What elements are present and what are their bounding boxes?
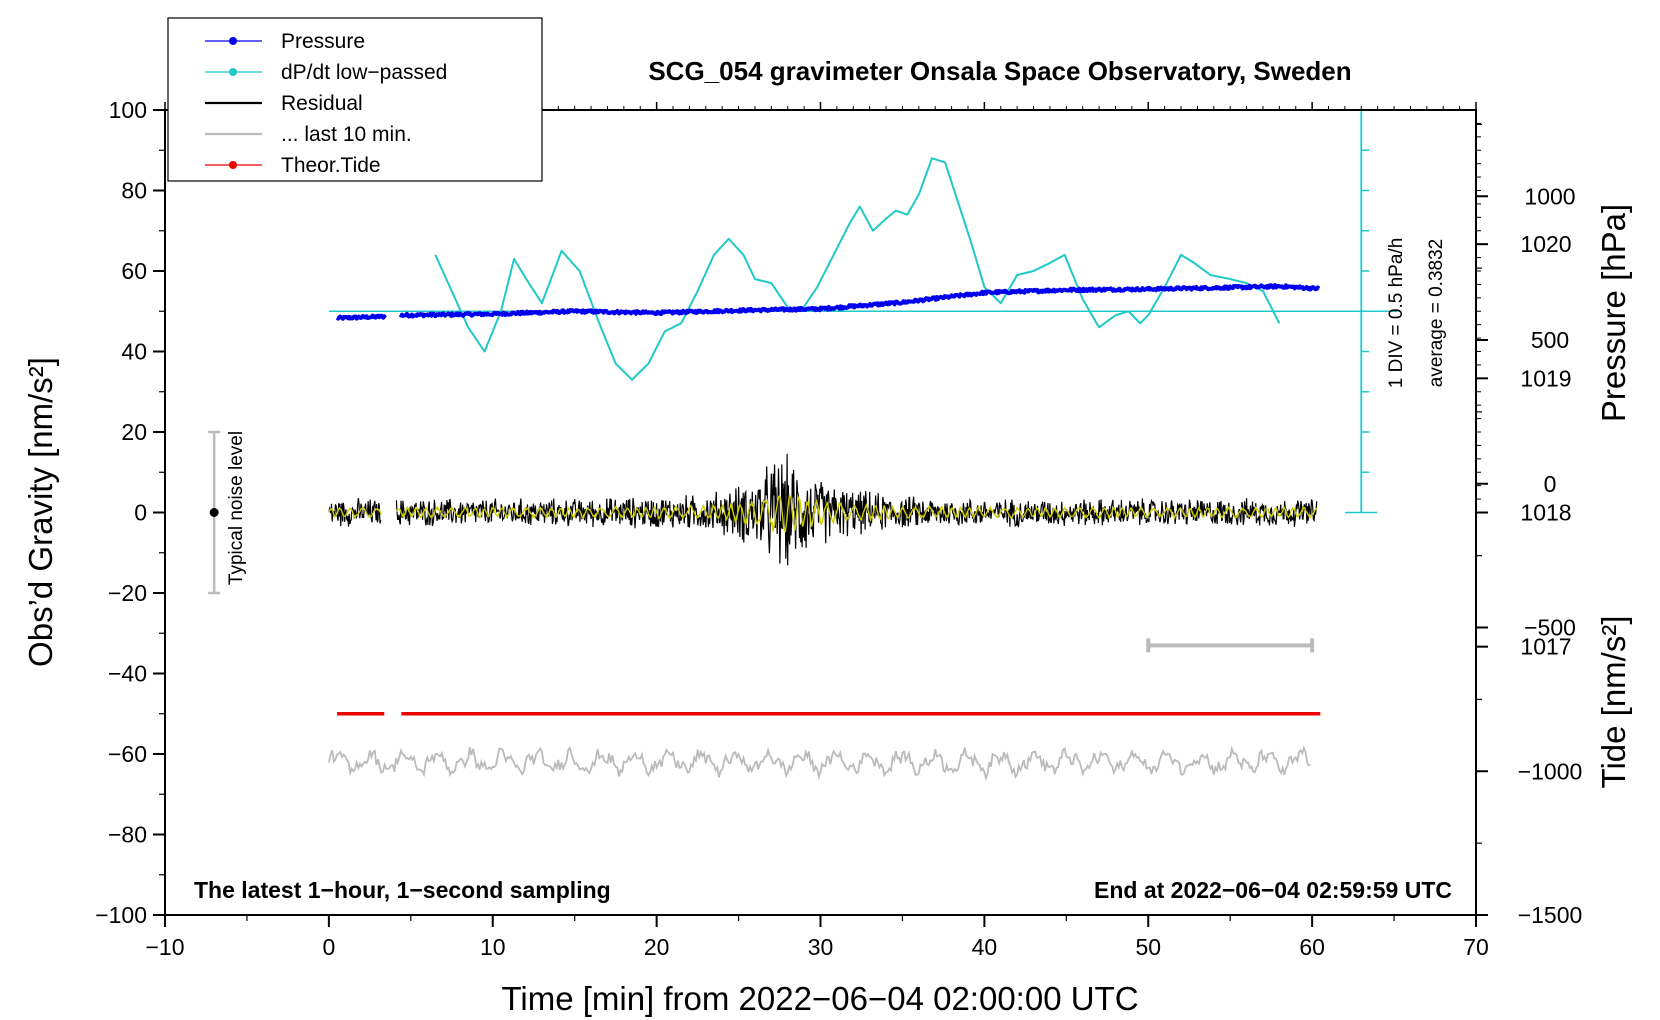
y-tick-label: 100	[109, 97, 147, 123]
legend-marks	[205, 37, 262, 169]
x-tick-label: 70	[1463, 934, 1489, 960]
x-tick-label: 0	[322, 934, 335, 960]
pressure-tick-label: 1018	[1520, 500, 1571, 526]
legend-dot	[229, 68, 237, 76]
legend-label-last10: ... last 10 min.	[281, 123, 412, 146]
noise-level-label: Typical noise level	[226, 431, 247, 585]
tide-tick-label: −1500	[1518, 902, 1583, 928]
legend: Pressure dP/dt low−passed Residual ... l…	[167, 17, 543, 182]
x-axis-label: Time [min] from 2022−06−04 02:00:00 UTC	[501, 980, 1138, 1017]
pressure-tick-label: 1020	[1520, 231, 1571, 257]
y-tick-label: 40	[121, 339, 147, 365]
y-tick-label: −20	[108, 580, 147, 606]
y-tick-label: −40	[108, 661, 147, 687]
x-tick-label: 30	[808, 934, 834, 960]
legend-label-dpdt: dP/dt low−passed	[281, 61, 447, 84]
legend-dot	[229, 161, 237, 169]
y-tick-label: −100	[95, 902, 147, 928]
y-axis-label-pressure: Pressure [hPa]	[1595, 204, 1632, 422]
legend-box	[167, 17, 543, 182]
y-tick-label: −80	[108, 822, 147, 848]
legend-label-tide: Theor.Tide	[281, 154, 381, 177]
y-axis-label-tide: Tide [nm/s²]	[1595, 616, 1632, 789]
legend-label-residual: Residual	[281, 92, 363, 115]
y-tick-label: 0	[134, 500, 147, 526]
series-filtered-line	[328, 493, 1318, 533]
pressure-scale-div-label: 1 DIV = 0.5 hPa/h	[1386, 238, 1407, 389]
series-last10-line	[328, 745, 1311, 782]
tide-tick-label: 0	[1544, 471, 1557, 497]
annotation-left: The latest 1−hour, 1−second sampling	[194, 877, 611, 903]
pressure-scale-average-label: average = 0.3832	[1426, 239, 1447, 387]
y-tick-label: 60	[121, 258, 147, 284]
pressure-tick-label: 1019	[1520, 365, 1571, 391]
x-tick-label: 20	[644, 934, 670, 960]
y-tick-label: 20	[121, 419, 147, 445]
legend-label-pressure: Pressure	[281, 30, 365, 53]
x-tick-label: 60	[1299, 934, 1325, 960]
y-tick-label: 80	[121, 178, 147, 204]
series-dpdt-line	[434, 157, 1281, 381]
tide-tick-label: 1000	[1524, 183, 1575, 209]
tide-tick-label: 500	[1531, 327, 1569, 353]
noise-level-dot	[209, 508, 219, 517]
tide-tick-label: −500	[1524, 615, 1576, 641]
series-pressure-line	[335, 283, 1321, 321]
legend-dot	[229, 37, 237, 45]
x-tick-label: 40	[972, 934, 998, 960]
pressure-tick-label: 1017	[1520, 634, 1571, 660]
y-tick-label: −60	[108, 741, 147, 767]
x-tick-label: 50	[1135, 934, 1161, 960]
x-tick-label: −10	[145, 934, 184, 960]
chart-title: SCG_054 gravimeter Onsala Space Observat…	[648, 56, 1351, 86]
axes-layer: −10 0 10 20 30 40 50 60 70−100−80−60−40−20020406…	[95, 97, 1582, 960]
x-tick-label: 10	[480, 934, 506, 960]
tide-tick-label: −1000	[1518, 758, 1583, 784]
annotation-right: End at 2022−06−04 02:59:59 UTC	[1094, 877, 1452, 903]
plot-layers	[208, 110, 1398, 782]
y-axis-label-left: Obs’d Gravity [nm/s²]	[22, 357, 59, 667]
